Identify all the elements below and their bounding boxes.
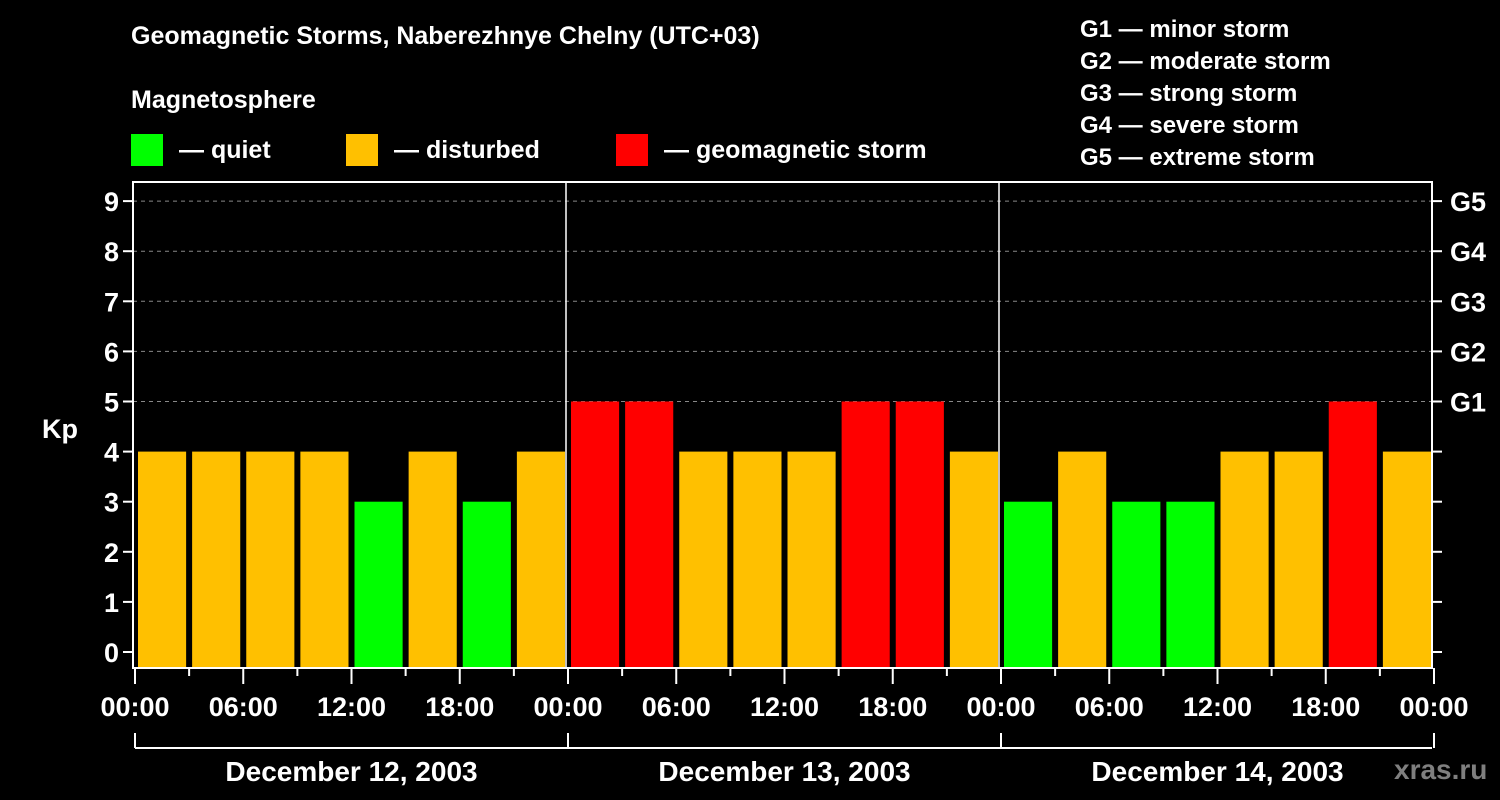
g-level-label: G3 xyxy=(1450,287,1486,317)
chart-title: Geomagnetic Storms, Naberezhnye Chelny (… xyxy=(131,22,760,50)
y-tick-label: 3 xyxy=(104,488,119,518)
legend-swatch-quiet xyxy=(131,134,163,166)
kp-bar xyxy=(408,451,457,668)
y-axis-label: Kp xyxy=(42,414,78,444)
g-scale-g1: G1 — minor storm xyxy=(1080,16,1290,43)
x-tick-label: 18:00 xyxy=(425,692,494,722)
kp-bar xyxy=(1004,501,1053,668)
day-label: December 12, 2003 xyxy=(225,756,477,787)
y-tick-label: 8 xyxy=(104,237,119,267)
x-tick-label: 12:00 xyxy=(750,692,819,722)
magnetosphere-label: Magnetosphere xyxy=(131,86,316,114)
kp-bar xyxy=(516,451,565,668)
kp-bar xyxy=(300,451,349,668)
kp-bar xyxy=(679,451,728,668)
kp-bar xyxy=(192,451,241,668)
kp-bar xyxy=(1382,451,1431,668)
kp-bar xyxy=(841,401,890,668)
g-level-label: G2 xyxy=(1450,337,1486,367)
y-tick-label: 9 xyxy=(104,187,119,217)
legend-disturbed: — disturbed xyxy=(346,134,540,166)
day-label: December 14, 2003 xyxy=(1091,756,1343,787)
x-tick-label: 18:00 xyxy=(858,692,927,722)
legend-label-disturbed: — disturbed xyxy=(394,135,540,164)
kp-bar xyxy=(895,401,944,668)
g-level-label: G5 xyxy=(1450,187,1486,217)
kp-bar xyxy=(354,501,403,668)
gridlines xyxy=(133,200,1432,402)
g-level-label: G4 xyxy=(1450,237,1486,267)
kp-bar xyxy=(1166,501,1215,668)
kp-bar xyxy=(1112,501,1161,668)
x-tick-label: 12:00 xyxy=(1183,692,1252,722)
kp-bar xyxy=(1328,401,1377,668)
g-scale-g3: G3 — strong storm xyxy=(1080,80,1298,107)
legend-swatch-storm xyxy=(616,134,648,166)
x-tick-label: 06:00 xyxy=(1075,692,1144,722)
kp-bar xyxy=(571,401,620,668)
x-tick-label: 00:00 xyxy=(966,692,1035,722)
g-scale-legend: G1 — minor storm G2 — moderate storm G3 … xyxy=(1080,14,1331,174)
x-tick-label: 12:00 xyxy=(317,692,386,722)
x-tick-label: 06:00 xyxy=(209,692,278,722)
x-tick-label: 18:00 xyxy=(1291,692,1360,722)
y-tick-label: 5 xyxy=(104,388,119,418)
kp-bar xyxy=(787,451,836,668)
g-scale-g5: G5 — extreme storm xyxy=(1080,144,1315,171)
g-scale-g4: G4 — severe storm xyxy=(1080,112,1299,139)
g-scale-g2: G2 — moderate storm xyxy=(1080,48,1331,75)
kp-bar xyxy=(1274,451,1323,668)
y-tick-label: 2 xyxy=(104,538,119,568)
x-tick-label: 00:00 xyxy=(100,692,169,722)
kp-bar xyxy=(246,451,295,668)
y-tick-label: 7 xyxy=(104,287,119,317)
legend-storm: — geomagnetic storm xyxy=(616,134,927,166)
watermark: xras.ru xyxy=(1394,754,1488,785)
y-tick-label: 4 xyxy=(104,438,119,468)
legend-label-quiet: — quiet xyxy=(179,135,271,164)
day-label: December 13, 2003 xyxy=(658,756,910,787)
kp-bar xyxy=(1058,451,1107,668)
x-tick-label: 00:00 xyxy=(533,692,602,722)
y-tick-label: 6 xyxy=(104,337,119,367)
x-tick-label: 00:00 xyxy=(1399,692,1468,722)
legend-label-storm: — geomagnetic storm xyxy=(664,135,927,164)
g-level-label: G1 xyxy=(1450,388,1486,418)
legend-quiet: — quiet xyxy=(131,134,271,166)
axes: 0 1 2 3 4 5 6 7 8 9 G1 G2 G3 G4 G5 Kp 00:00 06:00 12:00 18:… xyxy=(42,181,1486,787)
kp-bar xyxy=(949,451,998,668)
plot-frame xyxy=(132,181,1433,669)
kp-bar xyxy=(625,401,674,668)
kp-bar xyxy=(1220,451,1269,668)
kp-bar xyxy=(733,451,782,668)
y-tick-label: 1 xyxy=(104,588,119,618)
kp-bar xyxy=(138,451,187,668)
kp-bar xyxy=(462,501,511,668)
kp-bars xyxy=(138,401,1431,668)
legend-swatch-disturbed xyxy=(346,134,378,166)
x-tick-label: 06:00 xyxy=(642,692,711,722)
y-tick-label: 0 xyxy=(104,638,119,668)
